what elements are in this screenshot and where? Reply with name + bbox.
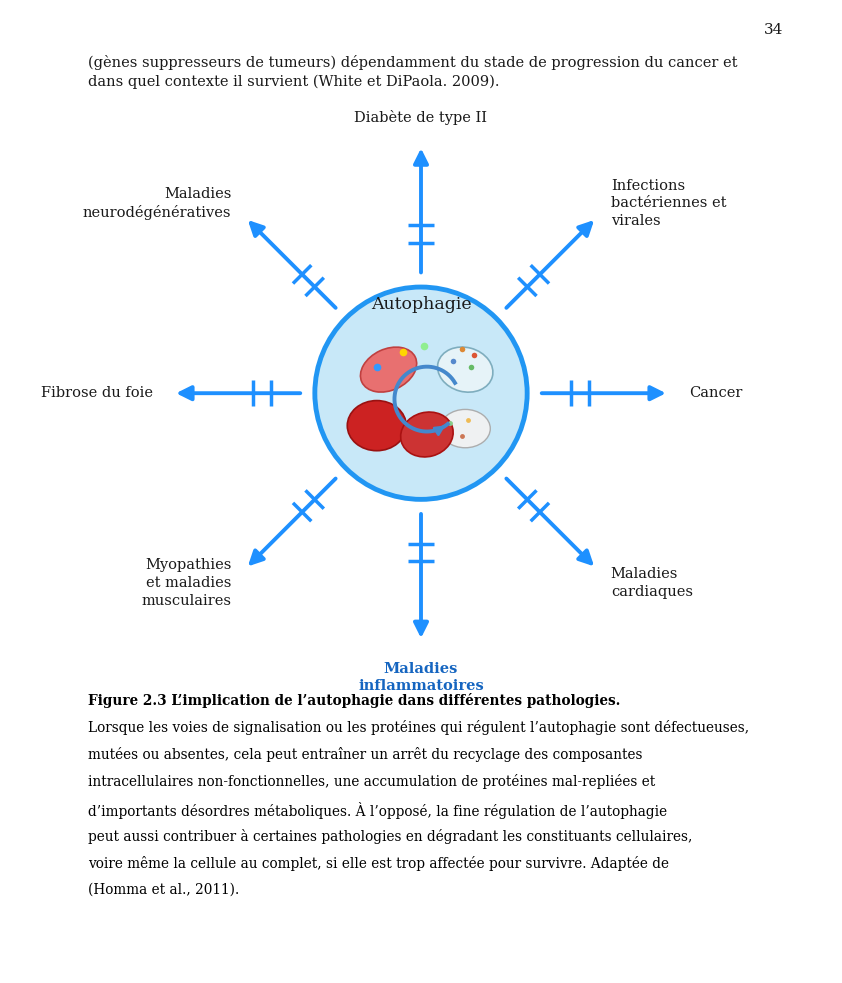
Ellipse shape [347,401,406,451]
Ellipse shape [360,347,417,392]
Text: Maladies
cardiaques: Maladies cardiaques [610,567,693,599]
Text: Figure 2.3 L’implication de l’autophagie dans différentes pathologies.: Figure 2.3 L’implication de l’autophagie… [88,693,621,708]
Text: Autophagie: Autophagie [370,296,472,313]
Text: intracellulaires non-fonctionnelles, une accumulation de protéines mal-repliées : intracellulaires non-fonctionnelles, une… [88,775,656,789]
Text: dans quel contexte il survient (White et DiPaola. 2009).: dans quel contexte il survient (White et… [88,75,500,89]
Text: peut aussi contribuer à certaines pathologies en dégradant les constituants cell: peut aussi contribuer à certaines pathol… [88,829,693,843]
Text: Infections
bactériennes et
virales: Infections bactériennes et virales [610,179,727,228]
Text: Lorsque les voies de signalisation ou les protéines qui régulent l’autophagie so: Lorsque les voies de signalisation ou le… [88,721,749,735]
Text: Maladies
inflammatoires: Maladies inflammatoires [358,662,484,693]
Text: Maladies
neurodégénératives: Maladies neurodégénératives [83,187,232,220]
Text: 34: 34 [764,23,783,36]
Text: Cancer: Cancer [690,386,743,400]
Text: Myopathies
et maladies
musculaires: Myopathies et maladies musculaires [141,558,232,607]
Text: Diabète de type II: Diabète de type II [354,110,488,125]
Circle shape [315,287,527,499]
Text: d’importants désordres métaboliques. À l’opposé, la fine régulation de l’autopha: d’importants désordres métaboliques. À l… [88,801,668,819]
Ellipse shape [438,347,493,392]
Text: voire même la cellule au complet, si elle est trop affectée pour survivre. Adapt: voire même la cellule au complet, si ell… [88,856,669,871]
Text: Fibrose du foie: Fibrose du foie [40,386,152,400]
Ellipse shape [401,412,453,457]
Text: (Homma et al., 2011).: (Homma et al., 2011). [88,883,240,896]
Text: mutées ou absentes, cela peut entraîner un arrêt du recyclage des composantes: mutées ou absentes, cela peut entraîner … [88,747,643,762]
Text: (gènes suppresseurs de tumeurs) dépendamment du stade de progression du cancer e: (gènes suppresseurs de tumeurs) dépendam… [88,55,738,70]
Ellipse shape [440,409,490,448]
